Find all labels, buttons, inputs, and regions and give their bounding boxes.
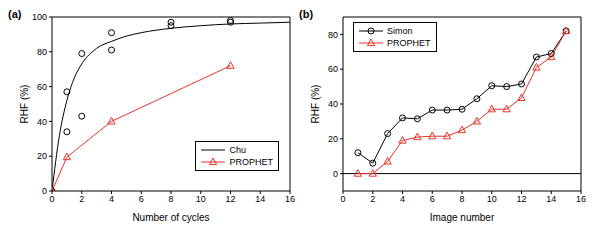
svg-text:12: 12 [225,194,235,204]
html-text:(a): (a) [8,8,22,20]
svg-text:40: 40 [37,117,47,127]
svg-text:0: 0 [42,186,47,196]
svg-text:60: 60 [328,64,338,74]
svg-text:10: 10 [487,194,497,204]
svg-text:6: 6 [430,194,435,204]
svg-text:Number of cycles: Number of cycles [132,212,209,223]
html-text:Simon: Simon [387,26,413,36]
svg-text:14: 14 [546,194,556,204]
html-text:Chu: Chu [229,145,246,155]
svg-text:14: 14 [255,194,265,204]
svg-text:80: 80 [37,47,47,57]
svg-text:20: 20 [328,134,338,144]
svg-text:4: 4 [109,194,114,204]
svg-text:RHF (%): RHF (%) [310,85,321,124]
html-text:PROPHET: PROPHET [387,38,431,48]
svg-text:0: 0 [49,194,54,204]
svg-text:RHF (%): RHF (%) [19,85,30,124]
svg-text:2: 2 [79,194,84,204]
svg-text:20: 20 [37,151,47,161]
svg-text:4: 4 [400,194,405,204]
svg-text:8: 8 [459,194,464,204]
svg-text:2: 2 [370,194,375,204]
svg-text:0: 0 [340,194,345,204]
svg-text:80: 80 [328,30,338,40]
svg-text:100: 100 [32,12,47,22]
svg-text:16: 16 [285,194,295,204]
svg-text:10: 10 [196,194,206,204]
svg-text:16: 16 [576,194,586,204]
svg-text:60: 60 [37,82,47,92]
svg-text:40: 40 [328,99,338,109]
svg-text:Image number: Image number [430,212,495,223]
svg-text:12: 12 [516,194,526,204]
html-text:(b): (b) [299,8,313,20]
html-text:PROPHET: PROPHET [229,157,273,167]
svg-text:0: 0 [333,169,338,179]
svg-text:8: 8 [168,194,173,204]
svg-text:6: 6 [139,194,144,204]
